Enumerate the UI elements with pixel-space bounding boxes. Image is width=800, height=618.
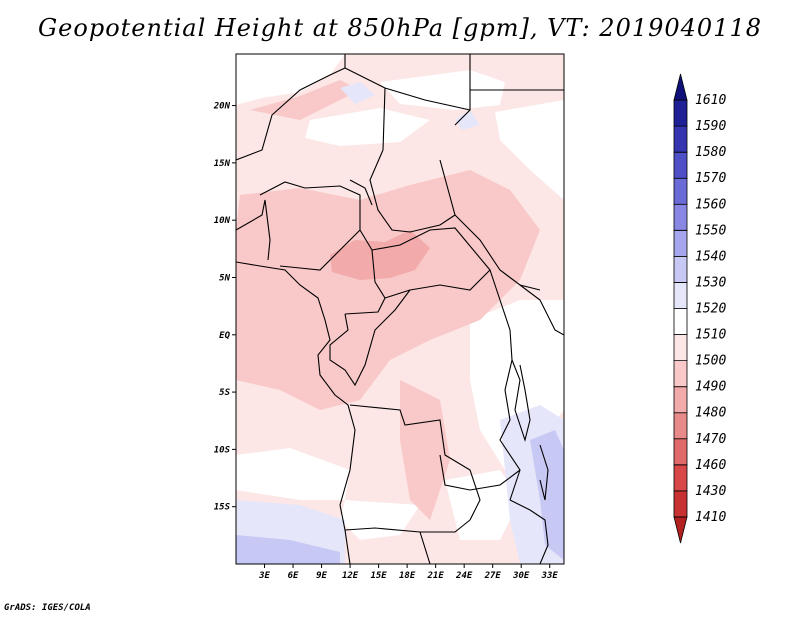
field-1520-1530-n2 bbox=[455, 110, 480, 130]
colorbar-label: 1540 bbox=[695, 249, 726, 264]
y-tick-label: 5N bbox=[219, 273, 230, 283]
border-drc-east bbox=[489, 269, 521, 501]
x-tick-label: 18E bbox=[399, 571, 416, 581]
x-tick-label: 21E bbox=[427, 571, 445, 581]
border-lake-tanganyika bbox=[511, 359, 531, 442]
colorbar-swatch bbox=[673, 386, 688, 414]
field-1510-1520-n2 bbox=[305, 108, 430, 146]
colorbar-swatch bbox=[673, 412, 688, 440]
chart-title: Geopotential Height at 850hPa [gpm], VT:… bbox=[38, 14, 762, 42]
map-borders bbox=[236, 54, 564, 564]
field-1490-1500-south bbox=[400, 380, 450, 520]
border-cameroon bbox=[344, 229, 386, 315]
colorbar-swatch bbox=[673, 151, 688, 179]
x-tick-label: 15E bbox=[370, 571, 387, 581]
border-sudan-south bbox=[439, 159, 541, 291]
coastline-west-africa bbox=[236, 261, 356, 564]
border-west-africa bbox=[236, 199, 271, 261]
colorbar-label: 1480 bbox=[695, 406, 726, 421]
border-botswana bbox=[419, 531, 431, 564]
border-chad-north bbox=[344, 67, 471, 111]
colorbar-swatch bbox=[673, 490, 688, 518]
colorbar-label: 1490 bbox=[695, 380, 726, 395]
colorbar-swatch bbox=[673, 125, 688, 153]
field-1530-1540-se bbox=[530, 430, 564, 560]
x-tick-label: 27E bbox=[484, 571, 502, 581]
colorbar-label: 1510 bbox=[695, 328, 726, 343]
y-axis: 20N 15N 10N 5N EQ 5S 10S 15S bbox=[213, 102, 236, 513]
border-mozambique bbox=[509, 499, 549, 564]
border-east-africa bbox=[519, 284, 564, 336]
field-1490-1500-central bbox=[236, 170, 540, 410]
field-1510-1520-n bbox=[380, 70, 505, 110]
border-chad-sudan bbox=[369, 87, 456, 233]
colorbar-label: 1530 bbox=[695, 275, 726, 290]
y-tick-label: 15S bbox=[214, 503, 231, 513]
colorbar-label: 1460 bbox=[695, 458, 726, 473]
field-1510-1520-nw bbox=[236, 54, 345, 105]
plot-frame bbox=[235, 53, 565, 565]
x-tick-label: 33E bbox=[541, 571, 559, 581]
colorbar-swatch bbox=[673, 308, 688, 335]
border-chad-niger bbox=[349, 179, 373, 206]
colorbar-label: 1610 bbox=[695, 93, 726, 108]
border-congo bbox=[329, 289, 411, 387]
colorbar-swatch bbox=[673, 516, 688, 544]
colorbar-label: 1430 bbox=[695, 484, 726, 499]
x-axis: 3E 6E 9E 12E 15E 18E 21E 24E 27E 30E 33E bbox=[258, 564, 558, 581]
field-1520-1530-n bbox=[340, 82, 375, 104]
border-zambia bbox=[439, 454, 521, 491]
x-tick-label: 30E bbox=[512, 571, 530, 581]
border-drc-angola bbox=[349, 404, 481, 521]
colorbar-swatch bbox=[673, 438, 688, 466]
y-tick-label: 5S bbox=[219, 388, 230, 398]
x-tick-label: 3E bbox=[258, 571, 270, 581]
colorbar-label: 1550 bbox=[695, 223, 726, 238]
y-tick-label: 20N bbox=[213, 102, 231, 112]
colorbar-swatch bbox=[673, 464, 688, 492]
colorbar-swatch bbox=[673, 360, 688, 388]
colorbar-label: 1590 bbox=[695, 119, 726, 134]
colorbar-swatch bbox=[673, 229, 688, 257]
colorbar-swatch bbox=[673, 282, 688, 309]
field-layer bbox=[236, 54, 564, 564]
y-tick-label: EQ bbox=[219, 331, 230, 341]
field-1510-1520-sw bbox=[236, 448, 350, 500]
x-tick-label: 6E bbox=[288, 571, 299, 581]
colorbar-label: 1410 bbox=[695, 510, 726, 525]
y-tick-label: 15N bbox=[214, 159, 231, 169]
colorbar: 1410 1430 1460 1470 1480 1490 1500 1510 1520 1530… bbox=[673, 73, 726, 544]
colorbar-label: 1570 bbox=[695, 171, 726, 186]
x-tick-label: 24E bbox=[455, 571, 473, 581]
colorbar-label: 1560 bbox=[695, 197, 726, 212]
footer-credit: GrADS: IGES/COLA bbox=[4, 603, 91, 613]
colorbar-label: 1500 bbox=[695, 354, 726, 369]
y-tick-label: 10S bbox=[214, 445, 231, 455]
colorbar-label: 1470 bbox=[695, 432, 726, 447]
colorbar-swatch bbox=[673, 255, 688, 283]
colorbar-label: 1580 bbox=[695, 145, 726, 160]
border-lake-malawi bbox=[539, 444, 549, 501]
y-tick-label: 10N bbox=[214, 216, 231, 226]
x-tick-label: 12E bbox=[342, 571, 359, 581]
colorbar-swatch bbox=[673, 177, 688, 205]
field-1530-1540-sw bbox=[236, 535, 340, 564]
colorbar-swatch bbox=[673, 73, 688, 101]
field-1510-1520-se bbox=[445, 470, 520, 540]
colorbar-swatch bbox=[673, 99, 688, 127]
field-1510-1520-ne bbox=[495, 100, 564, 200]
colorbar-swatch bbox=[673, 334, 688, 362]
colorbar-label: 1520 bbox=[695, 302, 726, 317]
x-tick-label: 9E bbox=[316, 571, 327, 581]
border-nigeria bbox=[259, 181, 361, 271]
colorbar-swatch bbox=[673, 203, 688, 231]
